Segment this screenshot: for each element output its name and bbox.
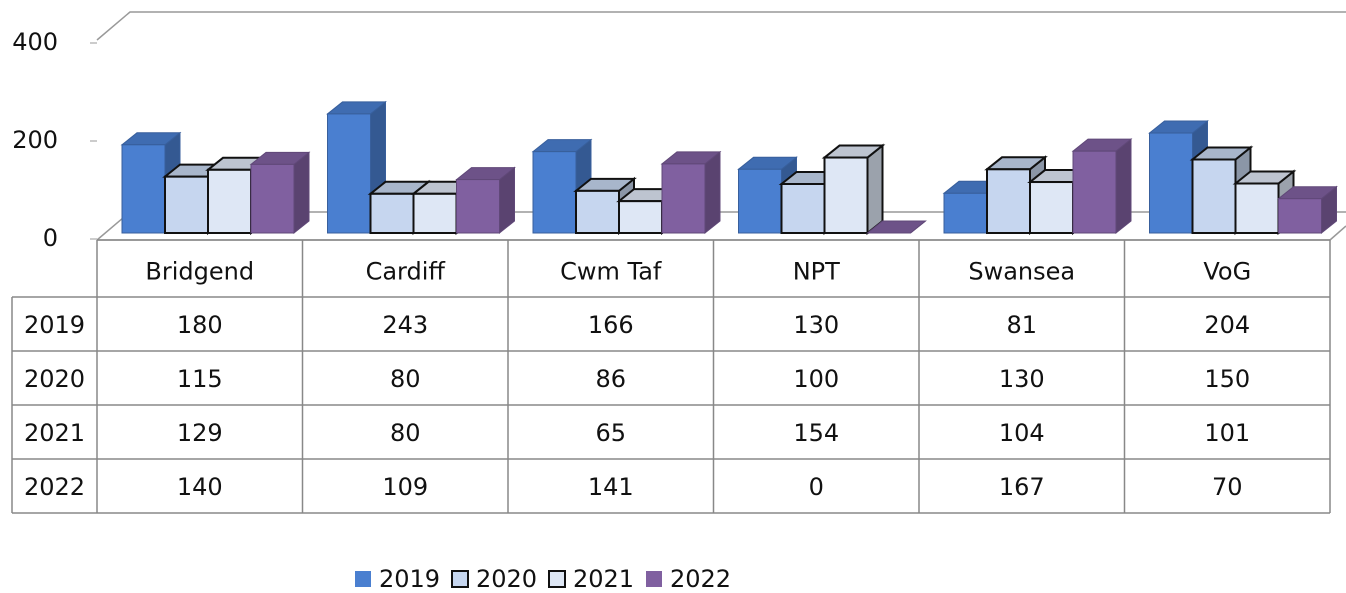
legend-label: 2021 — [573, 565, 634, 593]
table-cell: 167 — [999, 473, 1045, 501]
bar-side — [704, 150, 721, 235]
table-cell: 141 — [588, 473, 634, 501]
bar — [943, 192, 988, 234]
bar-3d — [249, 151, 311, 235]
column-header: Bridgend — [145, 258, 254, 286]
bar — [823, 156, 869, 234]
row-header: 2022 — [24, 473, 85, 501]
table-cell: 129 — [177, 419, 223, 447]
table-cell: 101 — [1204, 419, 1250, 447]
table-cell: 80 — [390, 419, 421, 447]
table-cell: 180 — [177, 311, 223, 339]
bar — [456, 179, 500, 234]
bar — [1029, 181, 1074, 234]
bar — [1191, 158, 1237, 234]
legend: 2019 2020 2021 2022 — [355, 565, 731, 593]
legend-swatch — [646, 571, 662, 587]
bar-3d — [660, 150, 722, 235]
table-cell: 109 — [382, 473, 428, 501]
legend-swatch — [548, 570, 566, 588]
legend-label: 2019 — [379, 565, 440, 593]
bar — [661, 163, 706, 234]
legend-swatch — [451, 570, 469, 588]
table-cell: 80 — [390, 365, 421, 393]
legend-swatch — [355, 571, 371, 587]
table-cell: 70 — [1212, 473, 1243, 501]
column-header: Cardiff — [366, 258, 446, 286]
bar-3d — [455, 166, 516, 235]
table-cell: 100 — [793, 365, 839, 393]
bar-side — [1115, 138, 1132, 235]
bar — [164, 175, 209, 234]
bar-3d — [866, 220, 927, 234]
row-header: 2020 — [24, 365, 85, 393]
table-cell: 130 — [999, 365, 1045, 393]
bar — [1072, 150, 1117, 234]
floor-side — [1329, 225, 1346, 241]
table-cell: 115 — [177, 365, 223, 393]
bar — [121, 144, 166, 234]
bar-3d — [1232, 169, 1297, 236]
bar — [250, 163, 295, 234]
table-cell: 130 — [793, 311, 839, 339]
bar — [1149, 132, 1193, 234]
column-header: NPT — [793, 258, 840, 286]
column-header: Swansea — [968, 258, 1075, 286]
legend-label: 2022 — [670, 565, 731, 593]
bar-3d — [1071, 138, 1133, 235]
table-cell: 140 — [177, 473, 223, 501]
table-cell: 150 — [1204, 365, 1250, 393]
bar — [369, 192, 415, 235]
bar — [327, 113, 371, 234]
table-cell: 243 — [382, 311, 428, 339]
bar — [1278, 198, 1322, 234]
back-wall — [96, 11, 1346, 41]
table-cell: 81 — [1006, 311, 1037, 339]
bar-side — [293, 151, 310, 235]
bar — [780, 183, 826, 234]
bar-side — [866, 143, 884, 236]
table-cell: 86 — [595, 365, 626, 393]
table-cell: 104 — [999, 419, 1045, 447]
bar — [575, 189, 620, 234]
bar — [412, 192, 458, 235]
table-cell: 166 — [588, 311, 634, 339]
y-tick-label: 400 — [12, 28, 58, 56]
table-cell: 154 — [793, 419, 839, 447]
bar-3d — [821, 143, 886, 236]
column-header: VoG — [1203, 258, 1251, 286]
bar — [1234, 182, 1280, 234]
bar — [986, 168, 1031, 235]
row-header: 2021 — [24, 419, 85, 447]
y-tick-label: 200 — [12, 126, 58, 154]
bar — [532, 151, 577, 234]
table-cell: 204 — [1204, 311, 1250, 339]
table-cell: 0 — [809, 473, 824, 501]
legend-label: 2020 — [476, 565, 537, 593]
data-table: Bridgend Cardiff Cwm Taf NPT Swansea VoG 2019 1… — [11, 239, 1331, 514]
bar-3d — [1277, 185, 1338, 235]
y-tick-label: 0 — [43, 224, 58, 252]
table-cell: 65 — [595, 419, 626, 447]
bar — [207, 168, 252, 234]
bar-3d — [326, 100, 387, 235]
row-header: 2019 — [24, 311, 85, 339]
bar-top — [866, 220, 927, 234]
bar — [738, 168, 782, 234]
bar — [618, 200, 663, 234]
column-header: Cwm Taf — [560, 258, 662, 286]
